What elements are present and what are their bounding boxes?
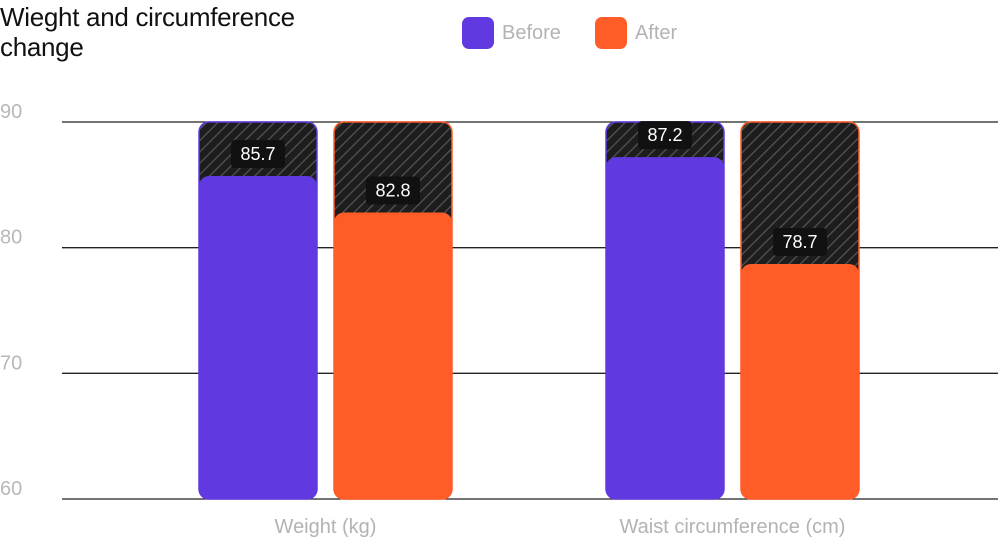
y-tick-label-90: 90 xyxy=(0,101,22,123)
x-category-label-0: Weight (kg) xyxy=(275,516,377,538)
value-label-after-1: 78.7 xyxy=(782,232,817,252)
bar-after-1[interactable] xyxy=(741,264,859,499)
legend-swatch-before xyxy=(462,17,494,49)
value-label-after-0: 82.8 xyxy=(375,180,410,200)
value-label-bg-after-1 xyxy=(773,228,827,257)
value-label-bg-before-1 xyxy=(638,121,692,150)
legend-swatch-after xyxy=(594,17,627,49)
bar-before-1[interactable] xyxy=(606,157,724,500)
bar-before-0[interactable] xyxy=(199,176,317,499)
chart-title: Wieght and circumference change xyxy=(0,2,295,62)
y-tick-label-60: 60 xyxy=(0,478,22,500)
legend-label-before: Before xyxy=(502,21,561,44)
y-tick-label-80: 80 xyxy=(0,227,22,249)
value-label-before-0: 85.7 xyxy=(240,144,275,164)
x-category-label-1: Waist circumference (cm) xyxy=(620,516,846,538)
legend-label-after: After xyxy=(634,21,678,44)
y-tick-label-70: 70 xyxy=(0,352,22,374)
legend-item-before[interactable]: Before xyxy=(462,17,561,49)
legend: Before After xyxy=(462,17,711,49)
value-label-before-1: 87.2 xyxy=(647,125,682,145)
value-label-bg-before-0 xyxy=(231,140,285,169)
value-label-bg-after-0 xyxy=(366,176,420,205)
legend-item-after[interactable]: After xyxy=(594,17,678,49)
bar-after-0[interactable] xyxy=(334,212,452,500)
